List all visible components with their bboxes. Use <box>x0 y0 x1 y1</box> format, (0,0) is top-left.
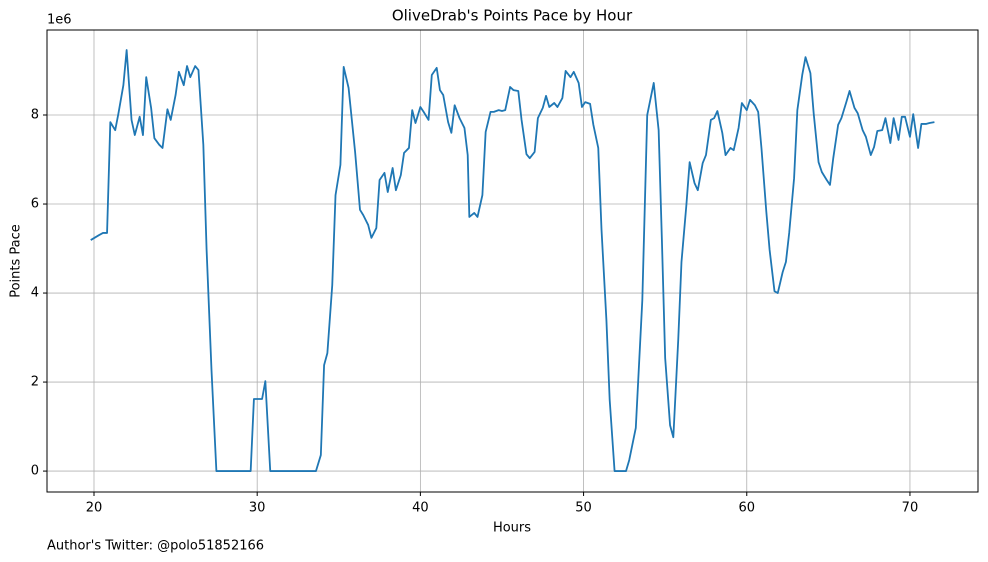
y-axis-label: Points Pace <box>9 224 24 298</box>
x-tick-label: 50 <box>575 501 592 516</box>
x-tick-label: 70 <box>902 501 919 516</box>
y-tick-label: 8 <box>31 108 39 123</box>
plot-layer <box>90 49 935 472</box>
y-tick-label: 6 <box>31 197 39 212</box>
x-tick-label: 40 <box>412 501 429 516</box>
axes-frame <box>46 29 979 493</box>
x-tick-label: 20 <box>86 501 103 516</box>
x-tick-label: 30 <box>249 501 266 516</box>
chart-title: OliveDrab's Points Pace by Hour <box>392 7 633 25</box>
x-tick-label: 60 <box>738 501 755 516</box>
y-tick-label: 0 <box>31 464 39 479</box>
footnote: Author's Twitter: @polo51852166 <box>47 539 264 554</box>
x-axis-label: Hours <box>493 521 531 536</box>
data-line <box>90 49 935 472</box>
y-tick-label: 4 <box>31 286 39 301</box>
y-tick-label: 2 <box>31 375 39 390</box>
y-offset-label: 1e6 <box>47 13 72 28</box>
